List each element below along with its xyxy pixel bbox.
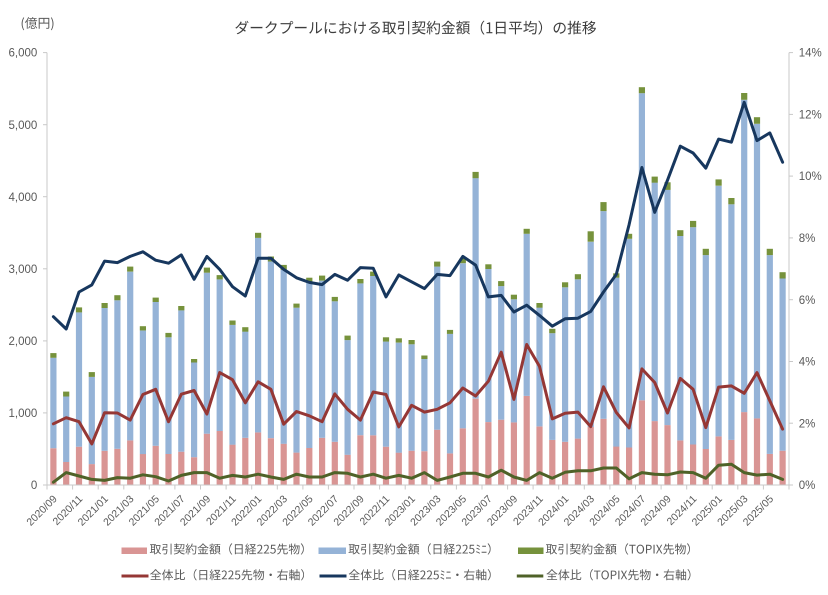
svg-text:8%: 8% xyxy=(799,233,816,245)
svg-text:6%: 6% xyxy=(799,295,816,307)
svg-text:4,000: 4,000 xyxy=(9,192,38,204)
svg-text:6,000: 6,000 xyxy=(9,48,38,60)
svg-text:14%: 14% xyxy=(799,48,822,60)
svg-text:12%: 12% xyxy=(799,110,822,122)
svg-text:2,000: 2,000 xyxy=(9,336,38,348)
svg-text:3,000: 3,000 xyxy=(9,264,38,276)
svg-text:0: 0 xyxy=(31,480,37,492)
svg-text:1,000: 1,000 xyxy=(9,408,38,420)
svg-text:4%: 4% xyxy=(799,357,816,369)
svg-text:0%: 0% xyxy=(799,480,816,492)
svg-text:5,000: 5,000 xyxy=(9,120,38,132)
svg-text:2%: 2% xyxy=(799,418,816,430)
svg-text:10%: 10% xyxy=(799,171,822,183)
